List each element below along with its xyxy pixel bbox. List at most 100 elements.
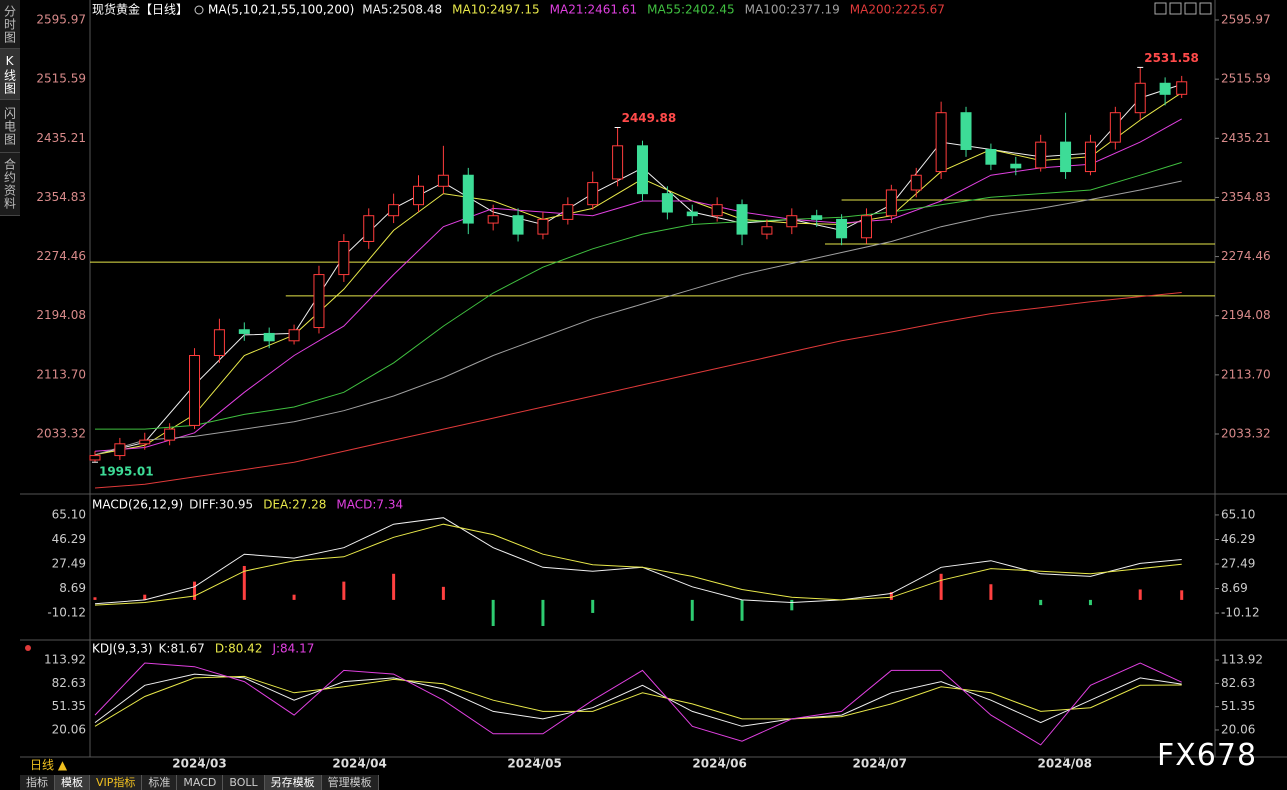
tab[interactable]: 管理模板 — [322, 775, 379, 790]
legend-entry: MA100:2377.19 — [745, 3, 840, 17]
tab[interactable]: 标准 — [142, 775, 178, 790]
candle-body — [238, 329, 250, 334]
y-tick-label: 2435.21 — [1221, 131, 1271, 145]
y-tick-label: -10.12 — [47, 606, 86, 620]
tab[interactable]: 另存模板 — [264, 775, 322, 790]
tab[interactable]: 模板 — [55, 775, 90, 790]
legend-entry: D:80.42 — [215, 642, 263, 656]
tab[interactable]: VIP指标 — [90, 775, 143, 790]
candle-body — [437, 174, 449, 187]
legend-entry: MA10:2497.15 — [452, 3, 540, 17]
background — [20, 0, 1287, 790]
x-tick-label: 2024/08 — [1037, 757, 1091, 771]
candle-body — [612, 145, 624, 180]
annotation: 2531.58 — [1144, 51, 1199, 65]
x-tick-label: 2024/06 — [692, 757, 746, 771]
y-tick-label: 46.29 — [1221, 532, 1255, 546]
y-tick-label: 113.92 — [1221, 653, 1263, 667]
candle-body — [114, 443, 126, 457]
candle-body — [960, 112, 972, 150]
tab[interactable]: 指标 — [20, 775, 55, 790]
candle-body — [985, 148, 997, 165]
candle-body — [587, 182, 599, 206]
x-tick-label: 2024/05 — [507, 757, 561, 771]
candle-body — [786, 215, 798, 228]
sidebar-tab[interactable]: 闪电图 — [0, 100, 20, 153]
tool-icon[interactable] — [1169, 2, 1182, 15]
y-tick-label: 2033.32 — [1221, 427, 1271, 441]
y-tick-label: 65.10 — [1221, 507, 1255, 521]
candle-body — [562, 204, 574, 220]
candle-body — [860, 215, 872, 239]
candle-body — [462, 174, 474, 224]
tool-icon[interactable] — [1184, 2, 1197, 15]
legend-icon — [194, 5, 204, 15]
line-series — [94, 675, 1182, 727]
line-series — [94, 523, 1182, 606]
tool-icon[interactable] — [1199, 2, 1212, 15]
candle-body — [413, 185, 425, 206]
toolbar[interactable] — [1154, 2, 1212, 15]
sidebar-tab[interactable]: 分时图 — [0, 0, 20, 49]
candle-body — [811, 215, 823, 220]
sidebar-tab[interactable]: 合约资料 — [0, 153, 20, 216]
legend-entry: DEA:27.28 — [263, 498, 326, 512]
candle-body — [1176, 81, 1188, 95]
pane-title: MACD(26,12,9) — [92, 498, 183, 512]
y-tick-label: 46.29 — [52, 532, 86, 546]
legend-entry: MA21:2461.61 — [550, 3, 638, 17]
candle-body — [761, 226, 773, 235]
period-selector[interactable]: 日线 ▲ — [30, 758, 68, 772]
line-series — [94, 292, 1182, 489]
y-tick-label: 27.49 — [52, 557, 86, 571]
candle-body — [512, 215, 524, 235]
y-tick-label: 82.63 — [52, 676, 86, 690]
candle-body — [711, 204, 723, 217]
y-tick-label: 2515.59 — [1221, 72, 1271, 86]
watermark: FX678 — [1157, 738, 1258, 773]
legend-entry: J:84.17 — [271, 642, 314, 656]
sidebar-tab[interactable]: K线图 — [0, 49, 20, 100]
candle-body — [189, 355, 201, 426]
y-tick-label: 2274.46 — [1221, 249, 1271, 263]
y-tick-label: 2113.70 — [1221, 367, 1271, 381]
candle-body — [388, 204, 400, 217]
candle-body — [537, 218, 549, 235]
y-tick-label: 8.69 — [59, 581, 86, 595]
y-tick-label: 113.92 — [44, 653, 86, 667]
candle-body — [313, 274, 325, 329]
y-tick-label: 20.06 — [1221, 722, 1255, 736]
candle-body — [1035, 141, 1047, 169]
candle-body — [1084, 141, 1096, 173]
y-tick-label: 2194.08 — [1221, 308, 1271, 322]
candle-body — [139, 439, 151, 445]
y-tick-label: 2354.83 — [1221, 190, 1271, 204]
tab[interactable]: MACD — [177, 775, 224, 790]
legend-entry: DIFF:30.95 — [189, 498, 253, 512]
candle-body — [89, 455, 101, 461]
y-tick-label: 2113.70 — [36, 367, 86, 381]
candle-body — [636, 145, 648, 195]
x-tick-label: 2024/03 — [172, 757, 226, 771]
y-tick-label: 2194.08 — [36, 308, 86, 322]
tab-bar: 指标 模板 VIP指标 标准 MACD BOLL 另存模板 管理模板 — [20, 775, 379, 790]
candle-body — [338, 240, 350, 276]
candle-body — [661, 193, 673, 213]
candle-body — [836, 218, 848, 239]
y-tick-label: 8.69 — [1221, 581, 1248, 595]
candle-body — [164, 428, 176, 441]
candle-body — [885, 189, 897, 217]
line-series — [95, 161, 1182, 430]
candle-body — [910, 174, 922, 191]
y-tick-label: 2515.59 — [36, 72, 86, 86]
tab[interactable]: BOLL — [223, 775, 265, 790]
annotation: 2449.88 — [622, 111, 677, 125]
line-series — [94, 180, 1182, 456]
y-tick-label: 2354.83 — [36, 190, 86, 204]
candle-body — [263, 332, 275, 342]
line-series — [94, 673, 1182, 727]
y-tick-label: 2435.21 — [36, 131, 86, 145]
candle-body — [1159, 82, 1171, 95]
tool-icon[interactable] — [1154, 2, 1167, 15]
